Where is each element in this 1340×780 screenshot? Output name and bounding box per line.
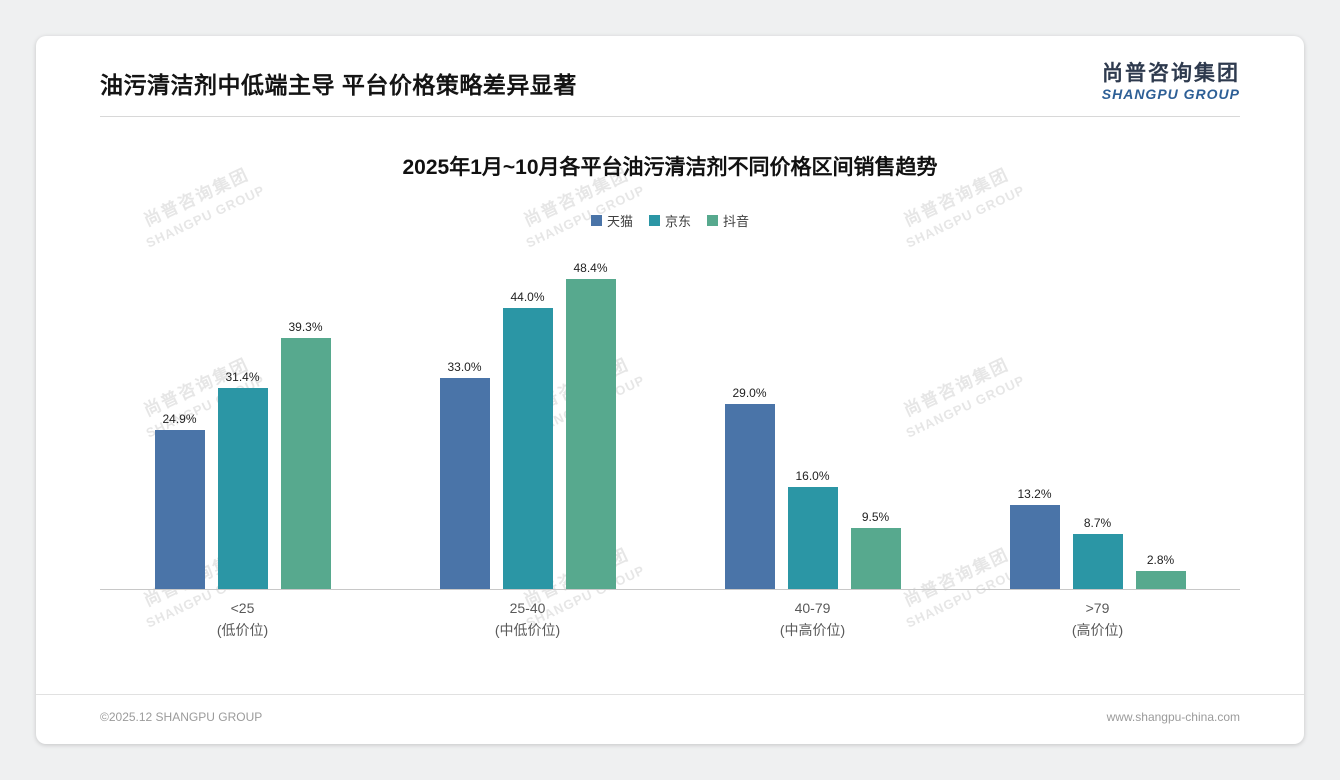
bar-value-label: 2.8% <box>1146 553 1175 568</box>
bar <box>280 337 331 590</box>
legend-label: 天猫 <box>606 214 633 230</box>
x-axis-label-tier: (中低价位) <box>494 621 561 638</box>
bar-group: 33.0% 44.0% 48.4% <box>385 261 670 590</box>
bar <box>787 486 838 590</box>
bar-value-label: 13.2% <box>1017 486 1052 501</box>
bar <box>1009 504 1060 590</box>
bar-column: 29.0% <box>724 385 775 590</box>
bar-group: 24.9% 31.4% 39.3% <box>100 320 385 590</box>
bar <box>1072 533 1123 590</box>
chart-plot: 24.9% 31.4% 39.3% 33.0% 44.0% 48.4% 29.0% 16.0%… <box>100 242 1240 591</box>
bar <box>850 528 901 590</box>
bar-value-label: 24.9% <box>162 411 197 426</box>
bar-value-label: 29.0% <box>732 385 767 400</box>
x-axis-label-range: >79 <box>1085 600 1110 617</box>
slide-card: 尚普咨询集团 SHANGPU GROUP 尚普咨询集团 SHANGPU GROUP 尚普… <box>36 36 1304 744</box>
slide-footer: ©2025.12 SHANGPU GROUP www.shangpu-china… <box>36 694 1304 744</box>
bar-value-label: 33.0% <box>447 360 482 375</box>
chart-legend: 天猫 京东 抖音 <box>36 211 1304 230</box>
bar-value-label: 31.4% <box>225 370 260 385</box>
legend-item: 抖音 <box>707 211 749 230</box>
x-axis-label: >79 (高价位) <box>955 598 1240 641</box>
bar <box>217 388 268 590</box>
bar <box>502 307 553 590</box>
bar-value-label: 8.7% <box>1083 515 1112 530</box>
company-logo: 尚普咨询集团 SHANGPU GROUP <box>1102 62 1240 102</box>
x-axis-label-range: 25-40 <box>509 600 546 617</box>
x-axis-label-tier: (高价位) <box>1071 621 1124 638</box>
x-axis-label-tier: (低价位) <box>216 621 269 638</box>
bar-column: 33.0% <box>439 360 490 590</box>
bar-group: 29.0% 16.0% 9.5% <box>670 386 955 590</box>
bar-column: 16.0% <box>787 468 838 590</box>
bar-value-label: 9.5% <box>861 510 890 525</box>
legend-swatch <box>590 215 602 227</box>
x-axis-label: <25 (低价位) <box>100 598 385 641</box>
bar-value-label: 48.4% <box>573 261 608 276</box>
bar-column: 13.2% <box>1009 486 1060 590</box>
bar-column: 44.0% <box>502 289 553 590</box>
logo-text-cn: 尚普咨询集团 <box>1102 62 1240 85</box>
slide-content: 油污清洁剂中低端主导 平台价格策略差异显著 尚普咨询集团 SHANGPU GRO… <box>36 36 1304 744</box>
legend-swatch <box>648 215 660 227</box>
x-axis-label-range: <25 <box>230 600 255 617</box>
bar-value-label: 16.0% <box>795 468 830 483</box>
page-title: 油污清洁剂中低端主导 平台价格策略差异显著 <box>100 72 577 98</box>
footer-website: www.shangpu-china.com <box>1106 710 1240 724</box>
legend-item: 京东 <box>648 211 691 230</box>
bar-column: 8.7% <box>1072 515 1123 590</box>
bar-column: 31.4% <box>217 370 268 590</box>
chart-title: 2025年1月~10月各平台油污清洁剂不同价格区间销售趋势 <box>402 156 938 180</box>
legend-label: 抖音 <box>723 214 750 230</box>
legend-item: 天猫 <box>590 211 633 230</box>
bar <box>1135 571 1186 590</box>
bar <box>565 279 616 590</box>
bar-column: 2.8% <box>1135 553 1186 590</box>
footer-copyright: ©2025.12 SHANGPU GROUP <box>100 710 263 724</box>
x-axis-label: 25-40 (中低价位) <box>385 598 670 641</box>
bar-column: 24.9% <box>154 411 205 590</box>
legend-swatch <box>707 215 718 227</box>
bar-column: 39.3% <box>280 319 331 590</box>
header-divider <box>100 116 1240 118</box>
bar-column: 9.5% <box>850 510 901 590</box>
bar-value-label: 44.0% <box>510 289 545 304</box>
legend-label: 京东 <box>664 214 691 230</box>
slide-header: 油污清洁剂中低端主导 平台价格策略差异显著 尚普咨询集团 SHANGPU GRO… <box>36 36 1304 102</box>
bar <box>439 378 490 590</box>
bar <box>154 429 205 590</box>
x-axis-label-tier: (中高价位) <box>779 621 846 638</box>
x-axis-label-range: 40-79 <box>794 600 831 617</box>
x-axis-label: 40-79 (中高价位) <box>670 598 955 641</box>
bar-value-label: 39.3% <box>288 319 323 334</box>
x-axis-labels: <25 (低价位) 25-40 (中低价位) 40-79 (中高价位) >79 (高价位) <box>100 598 1240 641</box>
logo-text-en: SHANGPU GROUP <box>1101 86 1240 103</box>
bar <box>724 403 775 590</box>
bar-group: 13.2% 8.7% 2.8% <box>955 486 1240 590</box>
bar-column: 48.4% <box>565 261 616 590</box>
